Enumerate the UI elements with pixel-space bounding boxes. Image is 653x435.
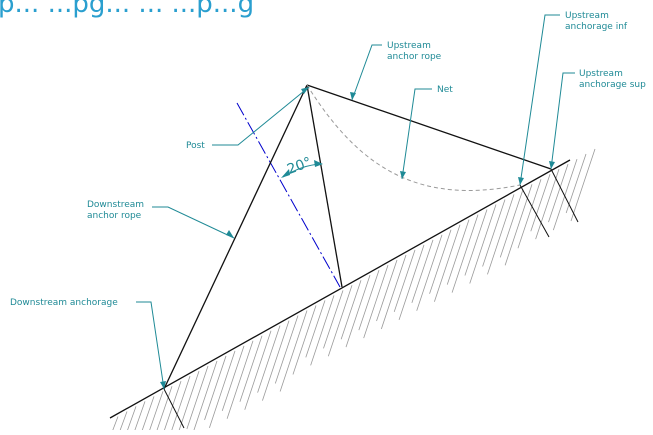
leader-upstream-anchorage-inf <box>519 14 560 186</box>
upstream-anchor-sup-stake <box>550 168 579 223</box>
hatch-line <box>274 315 299 384</box>
net-curve <box>306 84 521 191</box>
hatch-line <box>535 169 560 240</box>
hatch-line <box>530 174 551 232</box>
leader-upstream-anchor-rope <box>351 44 382 101</box>
hatch-line <box>148 391 164 433</box>
hatch-line <box>345 275 371 348</box>
hatch-line <box>358 269 380 331</box>
hatch-line <box>279 310 308 392</box>
leader-arrow-icon <box>301 87 309 94</box>
hatch-line <box>552 158 578 231</box>
downstream-anchor-rope-label-2: anchor rope <box>87 211 142 221</box>
net-label: Net <box>437 85 453 95</box>
hatch-line <box>504 184 533 266</box>
ground-line <box>109 159 571 419</box>
hatch-line <box>327 285 353 357</box>
hatch-line <box>141 396 155 433</box>
reference-axis <box>236 102 341 288</box>
post <box>306 84 343 288</box>
downstream-anchor-stake <box>163 388 185 429</box>
hatch-line <box>244 330 272 410</box>
hatch-line <box>570 148 596 222</box>
leader-post <box>212 86 310 146</box>
leader-arrow-icon <box>400 171 406 179</box>
ground-hatching <box>111 148 596 433</box>
hatch-line <box>487 194 515 275</box>
hatch-line <box>446 219 470 285</box>
hatch-line <box>209 350 236 429</box>
hatch-line <box>133 401 146 433</box>
downstream-anchorage-label: Downstream anchorage <box>10 298 118 308</box>
hatch-line <box>411 239 434 303</box>
downstream-anchor-rope <box>163 84 308 390</box>
angle-arrow-left-icon <box>281 169 290 178</box>
hatch-line <box>469 204 497 284</box>
hatch-line <box>192 360 218 433</box>
hatch-line <box>292 305 317 375</box>
leader-arrow-icon <box>518 177 524 185</box>
hatch-line <box>262 320 290 401</box>
hatch-line <box>517 179 542 249</box>
hatch-line <box>178 370 200 433</box>
leader-arrow-icon <box>160 381 166 389</box>
hatch-line <box>340 280 362 340</box>
hatch-line <box>464 209 488 276</box>
leader-arrow-icon <box>350 92 356 100</box>
hatch-line <box>380 254 407 330</box>
leader-downstream-anchor-rope <box>152 206 235 239</box>
upstream-anchorage-sup-label-2: anchorage sup <box>579 80 646 90</box>
upstream-anchor-inf-stake <box>519 184 550 238</box>
hatch-line <box>239 335 263 402</box>
upstream-anchor-rope-label-2: anchor rope <box>387 52 442 62</box>
upstream-anchorage-inf-label-1: Upstream <box>565 11 609 21</box>
hatch-line <box>393 249 416 313</box>
post-label: Post <box>186 141 205 151</box>
hatch-line <box>482 199 506 267</box>
hatch-line <box>126 406 137 433</box>
hatch-line <box>310 295 335 366</box>
hatch-line <box>363 264 389 339</box>
hatch-line <box>565 153 587 214</box>
hatch-line <box>323 290 344 349</box>
hatch-line <box>119 411 128 433</box>
hatch-line <box>376 259 398 322</box>
hatch-line <box>257 325 281 393</box>
hatch-line <box>221 345 245 411</box>
leader-net <box>401 88 432 180</box>
leader-arrow-icon <box>549 161 555 169</box>
hatch-line <box>548 163 569 223</box>
leader-upstream-anchorage-sup <box>550 72 575 170</box>
hatch-line <box>111 416 119 433</box>
header-text: p... ...pg... ... ...p...g <box>0 0 254 19</box>
hatch-line <box>416 234 443 311</box>
hatch-line <box>204 355 227 421</box>
downstream-anchor-rope-label-1: Downstream <box>87 200 144 210</box>
hatch-line <box>156 386 173 433</box>
hatch-line <box>226 340 254 419</box>
upstream-anchorage-inf-label-2: anchorage inf <box>565 22 628 32</box>
hatch-line <box>163 381 182 433</box>
upstream-anchor-rope <box>306 84 552 170</box>
leader-downstream-anchorage <box>136 301 165 390</box>
hatch-line <box>499 189 524 258</box>
angle-arrow-right-icon <box>314 160 323 167</box>
hatch-line <box>170 376 191 433</box>
angle-label: 20° <box>285 154 314 178</box>
leader-arrow-icon <box>226 230 234 238</box>
hatch-line <box>305 300 326 358</box>
hatch-line <box>186 365 209 430</box>
hatch-line <box>434 224 461 302</box>
upstream-anchor-rope-label-1: Upstream <box>387 41 431 51</box>
hatch-line <box>451 214 479 293</box>
hatch-line <box>398 244 425 321</box>
upstream-anchorage-sup-label-1: Upstream <box>579 69 623 79</box>
hatch-line <box>429 229 452 294</box>
